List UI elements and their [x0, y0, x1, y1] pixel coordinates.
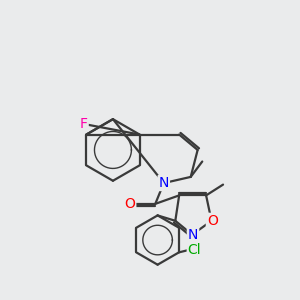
- Text: N: N: [159, 176, 169, 190]
- Text: Cl: Cl: [188, 243, 201, 257]
- Text: N: N: [188, 228, 198, 242]
- Text: F: F: [80, 117, 88, 131]
- Text: O: O: [124, 197, 135, 211]
- Text: O: O: [207, 214, 218, 228]
